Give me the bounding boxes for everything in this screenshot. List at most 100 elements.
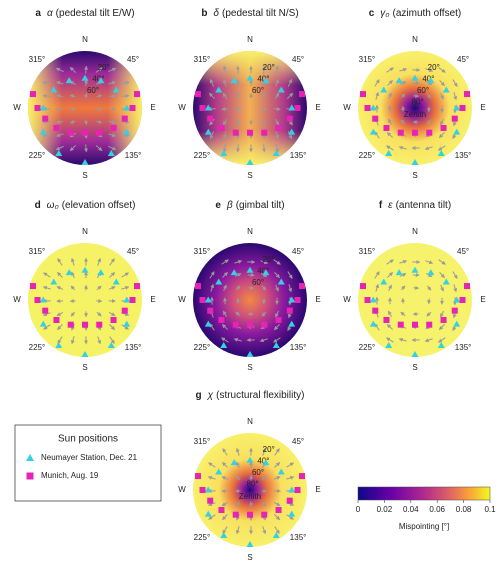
sun-marker bbox=[204, 486, 212, 493]
vector-arrow bbox=[235, 447, 240, 456]
vector-arrow bbox=[108, 312, 116, 316]
sun-marker bbox=[112, 278, 120, 285]
elevation-label: 60° bbox=[417, 86, 429, 95]
azimuth-label: 225° bbox=[359, 151, 376, 160]
sun-marker bbox=[397, 129, 404, 136]
vector-arrow bbox=[399, 259, 408, 264]
azimuth-label: 45° bbox=[292, 437, 304, 446]
vector-arrow bbox=[121, 93, 130, 98]
sun-marker bbox=[65, 77, 73, 84]
sun-marker bbox=[50, 278, 58, 285]
sun-marker bbox=[67, 129, 74, 136]
sun-marker bbox=[129, 105, 136, 111]
vector-arrow bbox=[399, 67, 408, 72]
vector-arrow bbox=[109, 272, 116, 278]
sun-marker bbox=[298, 283, 305, 290]
azimuth-label: 45° bbox=[292, 55, 304, 64]
sun-marker bbox=[275, 316, 282, 323]
sun-marker bbox=[369, 320, 377, 327]
vector-arrow bbox=[438, 67, 446, 73]
colorbar-tick-label: 0.04 bbox=[403, 505, 419, 514]
vector-arrow bbox=[223, 118, 227, 126]
sun-marker bbox=[65, 269, 73, 276]
sun-marker bbox=[215, 278, 223, 285]
vector-arrow bbox=[288, 284, 293, 293]
vector-arrow bbox=[55, 67, 64, 73]
vector-arrow bbox=[438, 259, 446, 265]
azimuth-label: 45° bbox=[292, 247, 304, 256]
vector-arrow bbox=[108, 94, 116, 98]
vector-arrow bbox=[275, 284, 279, 292]
sun-marker bbox=[426, 321, 433, 328]
sun-marker bbox=[246, 350, 254, 357]
sun-marker bbox=[275, 506, 282, 513]
vector-arrow bbox=[55, 81, 64, 85]
vector-arrow bbox=[440, 310, 444, 318]
sun-marker bbox=[199, 297, 206, 303]
vector-arrow bbox=[223, 284, 227, 292]
vector-arrow bbox=[222, 448, 228, 456]
sun-marker bbox=[453, 104, 461, 111]
sun-marker bbox=[204, 104, 212, 111]
vector-arrow bbox=[262, 526, 267, 535]
colorbar-label: Mispointing [°] bbox=[399, 522, 449, 531]
sun-marker bbox=[298, 91, 305, 98]
vector-arrow bbox=[386, 67, 394, 73]
vector-arrow bbox=[387, 272, 393, 278]
vector-arrow bbox=[235, 475, 241, 481]
vector-arrow bbox=[95, 145, 103, 151]
vector-arrow bbox=[108, 286, 116, 290]
vector-arrow bbox=[83, 119, 88, 126]
vector-arrow bbox=[259, 338, 268, 343]
panel-label: b bbox=[201, 8, 207, 19]
vector-arrow bbox=[274, 92, 280, 100]
vector-arrow bbox=[398, 145, 407, 150]
vector-arrow bbox=[438, 324, 445, 331]
legend-marker bbox=[26, 454, 34, 461]
panel-symbol: γ₀ bbox=[380, 8, 389, 19]
vector-arrow bbox=[400, 93, 406, 99]
sun-marker bbox=[372, 307, 379, 314]
vector-arrow bbox=[261, 106, 268, 111]
vector-arrow bbox=[42, 133, 52, 138]
vector-arrow bbox=[84, 144, 89, 153]
sun-marker bbox=[42, 307, 49, 314]
vector-arrow bbox=[388, 92, 392, 100]
direction-label: S bbox=[247, 363, 252, 372]
direction-label: S bbox=[247, 553, 252, 562]
vector-arrow bbox=[453, 284, 458, 293]
vector-arrow bbox=[235, 65, 240, 74]
vector-arrow bbox=[69, 119, 76, 124]
azimuth-label: 45° bbox=[127, 55, 139, 64]
panel-symbol: δ bbox=[213, 8, 219, 19]
sun-marker bbox=[123, 128, 131, 135]
sun-marker bbox=[272, 532, 280, 539]
vector-arrow bbox=[208, 514, 216, 520]
vector-arrow bbox=[235, 144, 240, 153]
vector-arrow bbox=[440, 92, 444, 100]
sun-marker bbox=[50, 86, 58, 93]
vector-arrow bbox=[96, 119, 103, 124]
sun-marker bbox=[39, 104, 47, 111]
panel-title: g χ (structural flexibility) bbox=[196, 390, 305, 401]
vector-arrow bbox=[274, 448, 280, 456]
vector-arrow bbox=[69, 94, 76, 99]
sun-marker bbox=[383, 124, 390, 131]
vector-arrow bbox=[70, 285, 76, 291]
vector-arrow bbox=[70, 311, 76, 317]
vector-arrow bbox=[273, 502, 281, 506]
vector-arrow bbox=[43, 324, 51, 330]
sun-marker bbox=[463, 283, 470, 290]
vector-arrow bbox=[386, 132, 393, 138]
direction-label: W bbox=[178, 485, 186, 494]
sun-marker bbox=[39, 128, 47, 135]
sun-marker bbox=[453, 296, 461, 303]
panel-subtitle: (elevation offset) bbox=[62, 200, 136, 211]
vector-arrow bbox=[440, 284, 444, 292]
sun-marker bbox=[369, 104, 377, 111]
sun-marker bbox=[246, 540, 254, 547]
azimuth-label: 225° bbox=[29, 343, 46, 352]
vector-arrow bbox=[438, 337, 446, 343]
sun-marker bbox=[427, 269, 435, 276]
colorbar-tick-label: 0.06 bbox=[429, 505, 445, 514]
